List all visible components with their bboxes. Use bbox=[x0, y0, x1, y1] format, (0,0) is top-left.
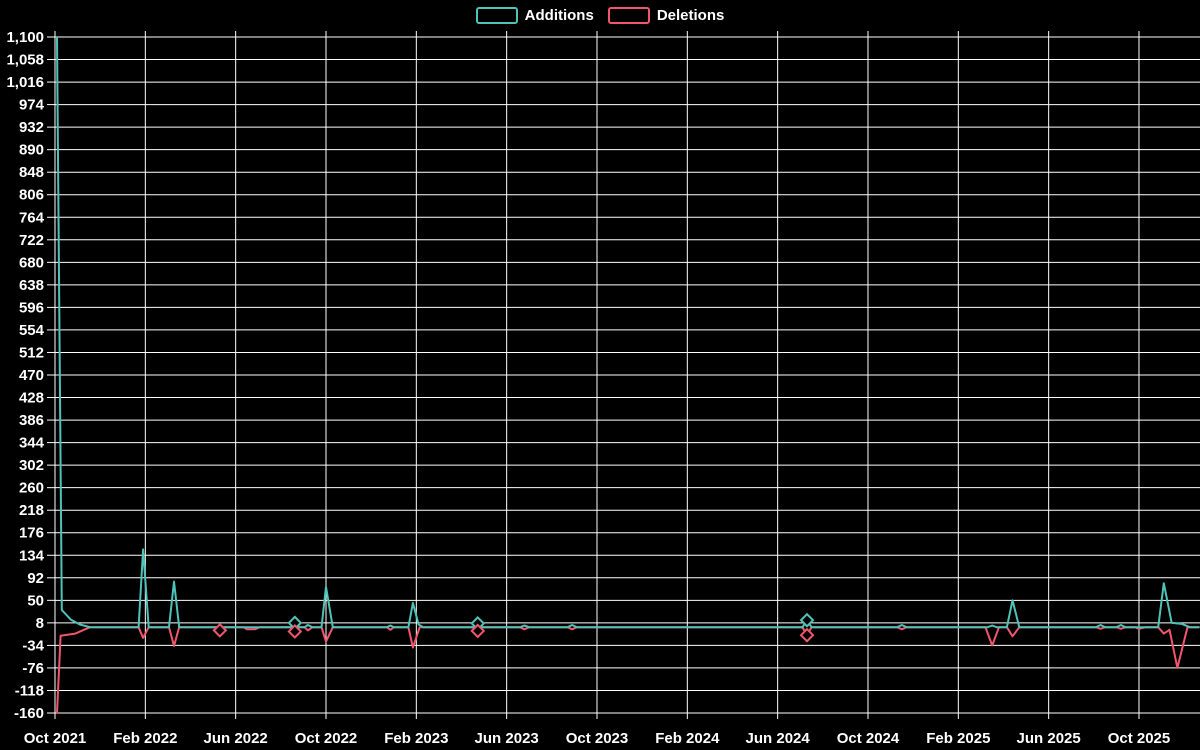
x-tick-label: Feb 2023 bbox=[384, 730, 448, 747]
y-tick-label: 638 bbox=[19, 277, 44, 294]
y-tick-label: 8 bbox=[36, 615, 44, 632]
y-tick-label: 554 bbox=[19, 322, 45, 339]
y-tick-label: 470 bbox=[19, 367, 44, 384]
x-tick-label: Oct 2021 bbox=[24, 730, 87, 747]
chart-legend: Additions Deletions bbox=[0, 7, 1200, 24]
y-tick-label: 932 bbox=[19, 119, 44, 136]
y-tick-label: 680 bbox=[19, 254, 44, 271]
deletions-swatch-icon bbox=[607, 7, 650, 24]
x-tick-label: Jun 2024 bbox=[746, 730, 811, 747]
x-tick-label: Jun 2023 bbox=[475, 730, 539, 747]
y-tick-label: 1,058 bbox=[6, 52, 44, 69]
y-tick-label: 1,016 bbox=[6, 74, 44, 91]
deletions-marker-diamond-icon bbox=[287, 624, 303, 639]
y-tick-label: 722 bbox=[19, 232, 44, 249]
y-tick-label: 302 bbox=[19, 457, 44, 474]
x-tick-label: Jun 2025 bbox=[1017, 730, 1081, 747]
y-tick-label: 596 bbox=[19, 299, 44, 316]
y-tick-label: 260 bbox=[19, 480, 44, 497]
deletions-marker-diamond-icon bbox=[470, 623, 486, 639]
y-tick-label: 344 bbox=[19, 435, 45, 452]
legend-label-deletions: Deletions bbox=[656, 7, 725, 24]
y-tick-label: 1,100 bbox=[6, 29, 44, 46]
legend-item-deletions[interactable]: Deletions bbox=[607, 7, 725, 24]
x-tick-label: Feb 2025 bbox=[926, 730, 990, 747]
y-tick-label: -118 bbox=[15, 682, 44, 699]
y-tick-label: 92 bbox=[27, 570, 44, 587]
x-tick-label: Oct 2025 bbox=[1108, 730, 1171, 747]
y-tick-label: 176 bbox=[19, 525, 44, 542]
deletions-line bbox=[56, 626, 1200, 714]
x-tick-label: Oct 2024 bbox=[837, 730, 900, 747]
deletions-marker-diamond-icon bbox=[212, 622, 228, 638]
y-tick-label: 134 bbox=[19, 547, 45, 564]
y-tick-label: 890 bbox=[19, 142, 44, 159]
legend-label-additions: Additions bbox=[524, 7, 594, 24]
y-tick-label: 428 bbox=[19, 390, 44, 407]
x-tick-label: Feb 2024 bbox=[655, 730, 720, 747]
y-tick-label: 512 bbox=[19, 344, 44, 361]
y-tick-label: -76 bbox=[22, 660, 44, 677]
legend-item-additions[interactable]: Additions bbox=[475, 7, 594, 24]
y-tick-label: 848 bbox=[19, 164, 44, 181]
additions-marker-diamond-icon bbox=[799, 612, 815, 628]
y-tick-label: -34 bbox=[22, 637, 44, 654]
y-tick-label: 386 bbox=[19, 412, 44, 429]
additions-swatch-icon bbox=[475, 7, 518, 24]
additions-line bbox=[56, 36, 1200, 629]
x-tick-label: Oct 2022 bbox=[295, 730, 358, 747]
y-tick-label: 974 bbox=[19, 97, 45, 114]
y-tick-label: -160 bbox=[14, 705, 44, 722]
deletions-marker-diamond-icon bbox=[799, 627, 815, 643]
y-tick-label: 218 bbox=[19, 502, 44, 519]
y-tick-label: 806 bbox=[19, 187, 44, 204]
x-tick-label: Jun 2022 bbox=[204, 730, 268, 747]
y-tick-label: 50 bbox=[27, 592, 44, 609]
x-tick-label: Feb 2022 bbox=[113, 730, 177, 747]
y-tick-label: 764 bbox=[19, 209, 45, 226]
x-tick-label: Oct 2023 bbox=[566, 730, 629, 747]
